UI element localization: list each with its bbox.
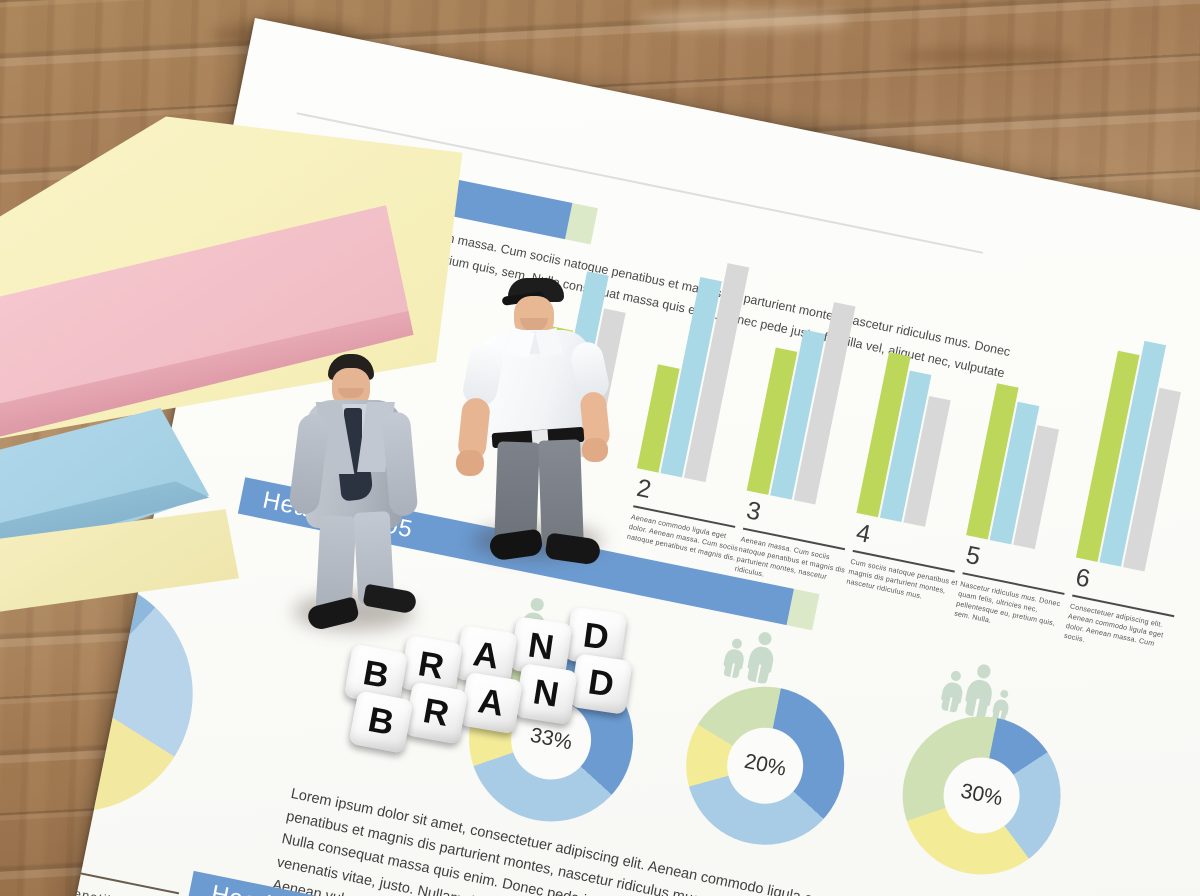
bar-group-6 <box>1075 336 1190 572</box>
axis-caption-6: 6 Consectetuer adipiscing elit. Aenean co… <box>1063 563 1188 663</box>
axis-caption-2: 2 Aenean commodo ligula eget dolor. Aenea… <box>626 474 749 564</box>
person-head <box>999 688 1010 699</box>
person-head <box>949 669 963 683</box>
letter-cube-b-row2[interactable]: B <box>348 690 414 754</box>
axis-caption-text-2: Aenean commodo ligula eget dolor. Aenean… <box>626 512 739 563</box>
person-head <box>731 637 744 650</box>
letter-cube-d-row2[interactable]: D <box>569 653 633 715</box>
bar-group-3 <box>746 292 856 505</box>
letter-cube-n-row2[interactable]: N <box>514 662 578 725</box>
wood-grain-highlight <box>640 10 850 30</box>
person-icon <box>721 636 747 679</box>
person-head <box>757 631 774 647</box>
donut-chart-20: 20% <box>672 672 859 859</box>
figurine-shirt <box>452 274 622 574</box>
bar-group-4 <box>856 351 957 527</box>
donut-chart-30: 30% <box>888 702 1075 889</box>
bar-group-2 <box>636 254 750 483</box>
axis-caption-4: 4 Cum sociis natoque penatibus et magnis … <box>845 519 968 608</box>
axis-caption-text-6: Consectetuer adipiscing elit. Aenean com… <box>1063 601 1165 648</box>
axis-caption-5: 5 Nascetur ridiculus mus. Donec quam feli… <box>953 541 1078 641</box>
donut-30-center-label: 30% <box>958 779 1005 811</box>
bar-group-5 <box>966 383 1066 550</box>
axis-caption-text-4: Cum sociis natoque penatibus et magnis d… <box>845 557 959 601</box>
letter-cube-a-row2[interactable]: A <box>458 671 524 735</box>
person-head <box>975 663 992 680</box>
donut-33-center-label: 33% <box>528 723 575 755</box>
axis-caption-text-5: Nascetur ridiculus mus. Donec quam felis… <box>953 579 1062 628</box>
person-head <box>529 596 545 612</box>
donut-20-center-label: 20% <box>742 749 789 781</box>
wood-knot <box>900 48 1080 64</box>
person-icon <box>745 630 779 684</box>
letter-cube-r-row2[interactable]: R <box>403 680 469 745</box>
people-group-2 <box>721 625 778 684</box>
figurine-suit <box>282 348 432 648</box>
